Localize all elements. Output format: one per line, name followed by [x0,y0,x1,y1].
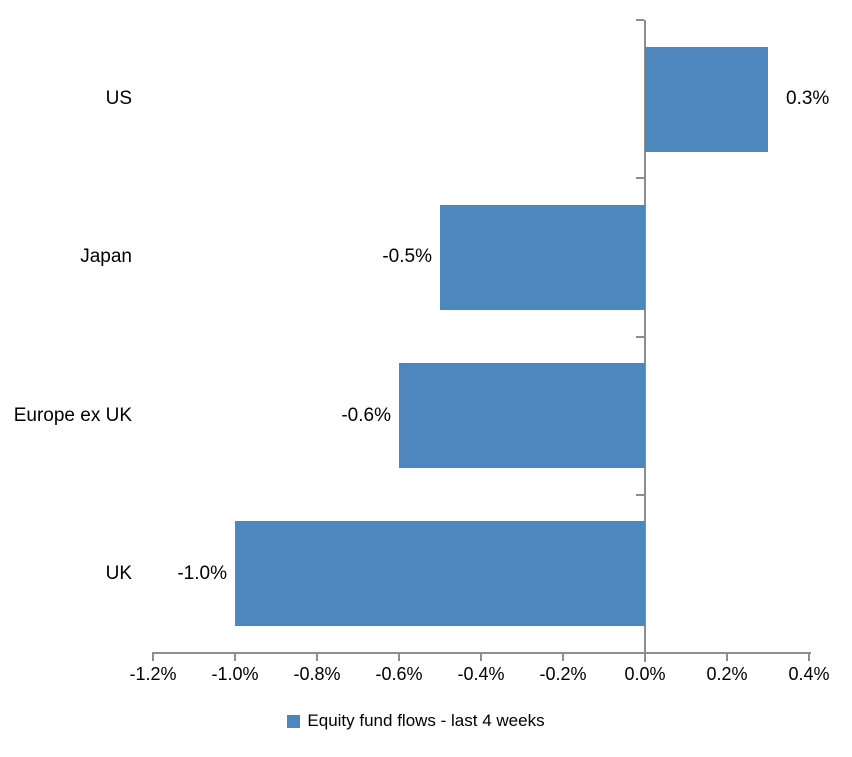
bar [235,521,645,627]
x-tick-mark [316,652,318,661]
category-tick-mark [636,19,644,21]
category-tick-mark [636,335,644,338]
value-label: 0.3% [786,88,830,110]
legend-marker-icon [287,714,301,728]
zero-axis-line [644,20,646,662]
x-tick-label: -1.2% [129,664,177,684]
category-tick-mark [636,652,644,654]
x-axis-line [153,652,811,654]
category-label: Europe ex UK [13,404,132,426]
category-tick-mark [636,493,644,496]
category-label: Japan [80,246,132,268]
x-tick-label: 0.0% [624,664,666,684]
category-tick-mark [636,177,644,180]
x-tick-mark [398,652,400,661]
bar [645,46,768,152]
x-tick-label: -0.2% [539,664,587,684]
x-tick-mark [644,652,646,661]
x-tick-mark [480,652,482,661]
x-tick-label: -0.4% [457,664,505,684]
bar-row-uk: UK -1.0% [0,495,852,653]
x-tick-mark [562,652,564,661]
category-label: UK [105,562,132,584]
legend-label: Equity fund flows - last 4 weeks [307,711,545,730]
legend: Equity fund flows - last 4 weeks [0,711,832,731]
value-label: -0.6% [341,404,391,426]
bar-row-japan: Japan -0.5% [0,178,852,336]
x-tick-label: 0.2% [706,664,748,684]
category-label: US [105,88,132,110]
x-tick-label: -0.8% [293,664,341,684]
bar-row-us: US 0.3% [0,20,852,178]
value-label: -1.0% [177,562,227,584]
x-tick-mark [234,652,236,661]
x-tick-mark [726,652,728,661]
bar [399,363,645,469]
bar [440,204,645,310]
x-tick-mark [152,652,154,661]
x-tick-label: -1.0% [211,664,259,684]
x-tick-label: 0.4% [788,664,830,684]
bar-row-europe-ex-uk: Europe ex UK -0.6% [0,337,852,495]
x-tick-label: -0.6% [375,664,423,684]
value-label: -0.5% [382,246,432,268]
x-tick-mark [808,652,810,661]
